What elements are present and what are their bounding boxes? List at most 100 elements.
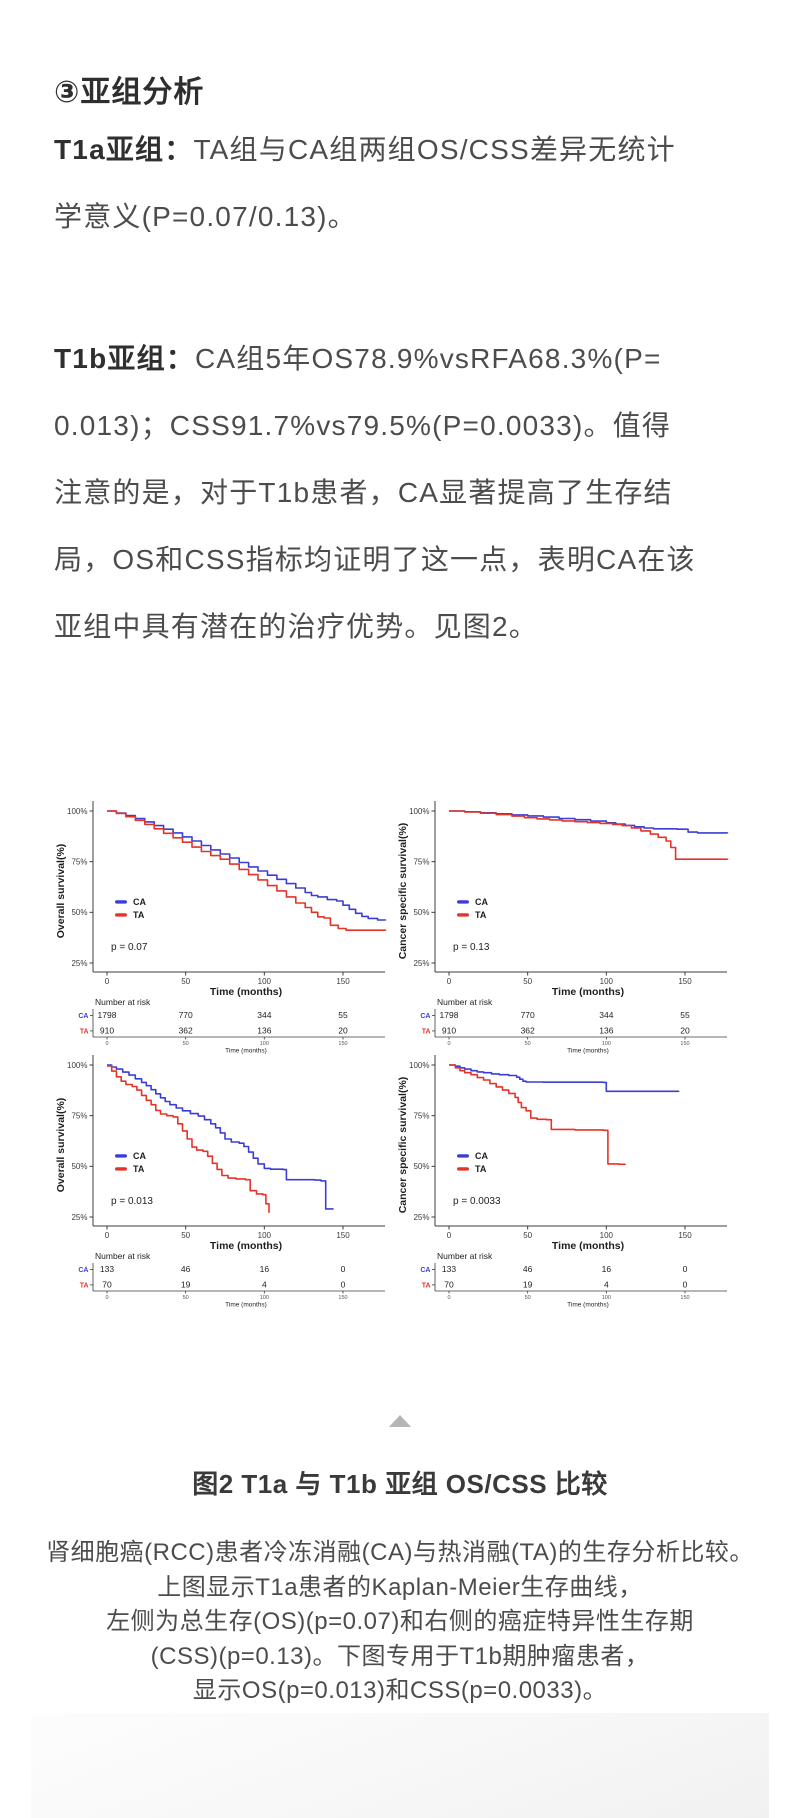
svg-text:1798: 1798 [440,1010,459,1020]
svg-text:100: 100 [258,1231,272,1240]
svg-text:19: 19 [523,1280,533,1290]
svg-text:770: 770 [521,1010,535,1020]
svg-text:50: 50 [525,1041,531,1047]
svg-text:Number at risk: Number at risk [95,1251,151,1261]
svg-text:p = 0.0033: p = 0.0033 [453,1196,501,1207]
svg-text:Overall survival(%): Overall survival(%) [55,1098,67,1193]
svg-text:100%: 100% [67,807,87,816]
svg-text:100: 100 [600,977,614,986]
svg-text:46: 46 [523,1264,533,1274]
paragraph-t1a: T1a亚组：TA组与CA组两组OS/CSS差异无统计 学意义(P=0.07/0.… [54,116,754,250]
svg-text:50: 50 [181,977,190,986]
collapse-figure-icon[interactable] [389,1415,411,1427]
svg-text:133: 133 [442,1264,456,1274]
figure-2-survival-charts: 100% 75% 50% 25% 0 50 100 150 Time (months) Overa… [0,690,800,1330]
svg-text:150: 150 [336,1231,350,1240]
km-chart-t1b-css: 100% 75% 50% 25% 0 50 100 150 Time (months) Cance… [397,1055,727,1309]
svg-text:Number at risk: Number at risk [437,1251,493,1261]
svg-text:70: 70 [102,1280,112,1290]
svg-text:25%: 25% [71,959,87,968]
svg-text:Overall survival(%): Overall survival(%) [55,844,67,939]
svg-text:136: 136 [257,1026,271,1036]
svg-text:0: 0 [683,1280,688,1290]
svg-text:Cancer specific survival(%): Cancer specific survival(%) [397,1077,409,1214]
km-chart-t1b-os: 100% 75% 50% 25% 0 50 100 150 Time (months) Overa… [55,1055,385,1309]
svg-text:0: 0 [341,1280,346,1290]
svg-text:100: 100 [602,1295,611,1301]
svg-text:Time (months): Time (months) [210,1240,282,1252]
svg-text:75%: 75% [413,857,429,866]
svg-text:0: 0 [105,977,110,986]
svg-text:p = 0.07: p = 0.07 [111,942,148,953]
svg-text:910: 910 [100,1026,114,1036]
figure-caption-description: 肾细胞癌(RCC)患者冷冻消融(CA)与热消融(TA)的生存分析比较。 上图显示… [46,1539,754,1704]
svg-text:150: 150 [678,977,692,986]
svg-text:344: 344 [257,1010,271,1020]
svg-text:50: 50 [181,1231,190,1240]
svg-text:55: 55 [680,1010,690,1020]
svg-text:Time (months): Time (months) [210,986,282,998]
svg-text:50%: 50% [413,908,429,917]
svg-text:344: 344 [599,1010,613,1020]
svg-text:Time (months): Time (months) [567,1048,609,1055]
svg-text:TA: TA [133,1164,145,1174]
km-chart-t1a-css: 100% 75% 50% 25% 0 50 100 150 Time (months) Cance… [397,801,729,1055]
svg-text:1798: 1798 [98,1010,117,1020]
paragraph-t1b-lead: T1b亚组： [54,343,195,374]
svg-text:75%: 75% [71,1111,87,1120]
svg-text:Number at risk: Number at risk [437,997,493,1007]
svg-text:25%: 25% [413,1213,429,1222]
svg-text:CA: CA [475,897,488,907]
svg-text:75%: 75% [71,857,87,866]
svg-text:p = 0.13: p = 0.13 [453,942,490,953]
svg-text:46: 46 [181,1264,191,1274]
svg-text:770: 770 [179,1010,193,1020]
svg-text:100%: 100% [409,807,429,816]
svg-text:TA: TA [80,1283,89,1290]
svg-text:100: 100 [260,1295,269,1301]
svg-text:CA: CA [420,1013,430,1020]
svg-text:CA: CA [78,1267,88,1274]
svg-text:0: 0 [341,1264,346,1274]
svg-text:0: 0 [105,1041,108,1047]
svg-text:19: 19 [181,1280,191,1290]
next-section-panel [31,1713,769,1818]
svg-text:150: 150 [680,1041,689,1047]
svg-text:50%: 50% [413,1162,429,1171]
svg-text:150: 150 [338,1041,347,1047]
svg-text:362: 362 [521,1026,535,1036]
svg-text:20: 20 [338,1026,348,1036]
svg-text:50%: 50% [71,1162,87,1171]
svg-text:50: 50 [525,1295,531,1301]
svg-text:25%: 25% [413,959,429,968]
svg-text:16: 16 [602,1264,612,1274]
section-heading: ③亚组分析 [54,75,205,109]
svg-text:CA: CA [475,1151,488,1161]
svg-text:TA: TA [133,910,145,920]
svg-text:100: 100 [600,1231,614,1240]
paragraph-t1a-lead: T1a亚组： [54,134,194,165]
paragraph-t1b: T1b亚组：CA组5年OS78.9%vsRFA68.3%(P= 0.013)；C… [54,325,754,660]
paragraph-t1a-body: TA组与CA组两组OS/CSS差异无统计 学意义(P=0.07/0.13)。 [54,134,676,232]
svg-text:p = 0.013: p = 0.013 [111,1196,153,1207]
svg-text:0: 0 [105,1231,110,1240]
svg-text:Time (months): Time (months) [567,1302,609,1309]
svg-text:Time (months): Time (months) [552,986,624,998]
svg-text:75%: 75% [413,1111,429,1120]
svg-text:150: 150 [336,977,350,986]
paragraph-t1b-body: CA组5年OS78.9%vsRFA68.3%(P= 0.013)；CSS91.7… [54,343,696,642]
svg-text:0: 0 [447,977,452,986]
svg-text:0: 0 [105,1295,108,1301]
svg-text:Cancer specific survival(%): Cancer specific survival(%) [397,823,409,960]
svg-text:100%: 100% [409,1061,429,1070]
figure-caption-title: 图2 T1a 与 T1b 亚组 OS/CSS 比较 [192,1469,608,1499]
svg-text:50: 50 [183,1041,189,1047]
svg-text:20: 20 [680,1026,690,1036]
svg-text:136: 136 [599,1026,613,1036]
svg-text:150: 150 [680,1295,689,1301]
svg-text:CA: CA [78,1013,88,1020]
svg-text:4: 4 [262,1280,267,1290]
svg-text:CA: CA [133,897,146,907]
svg-text:50: 50 [523,1231,532,1240]
svg-text:Time (months): Time (months) [552,1240,624,1252]
